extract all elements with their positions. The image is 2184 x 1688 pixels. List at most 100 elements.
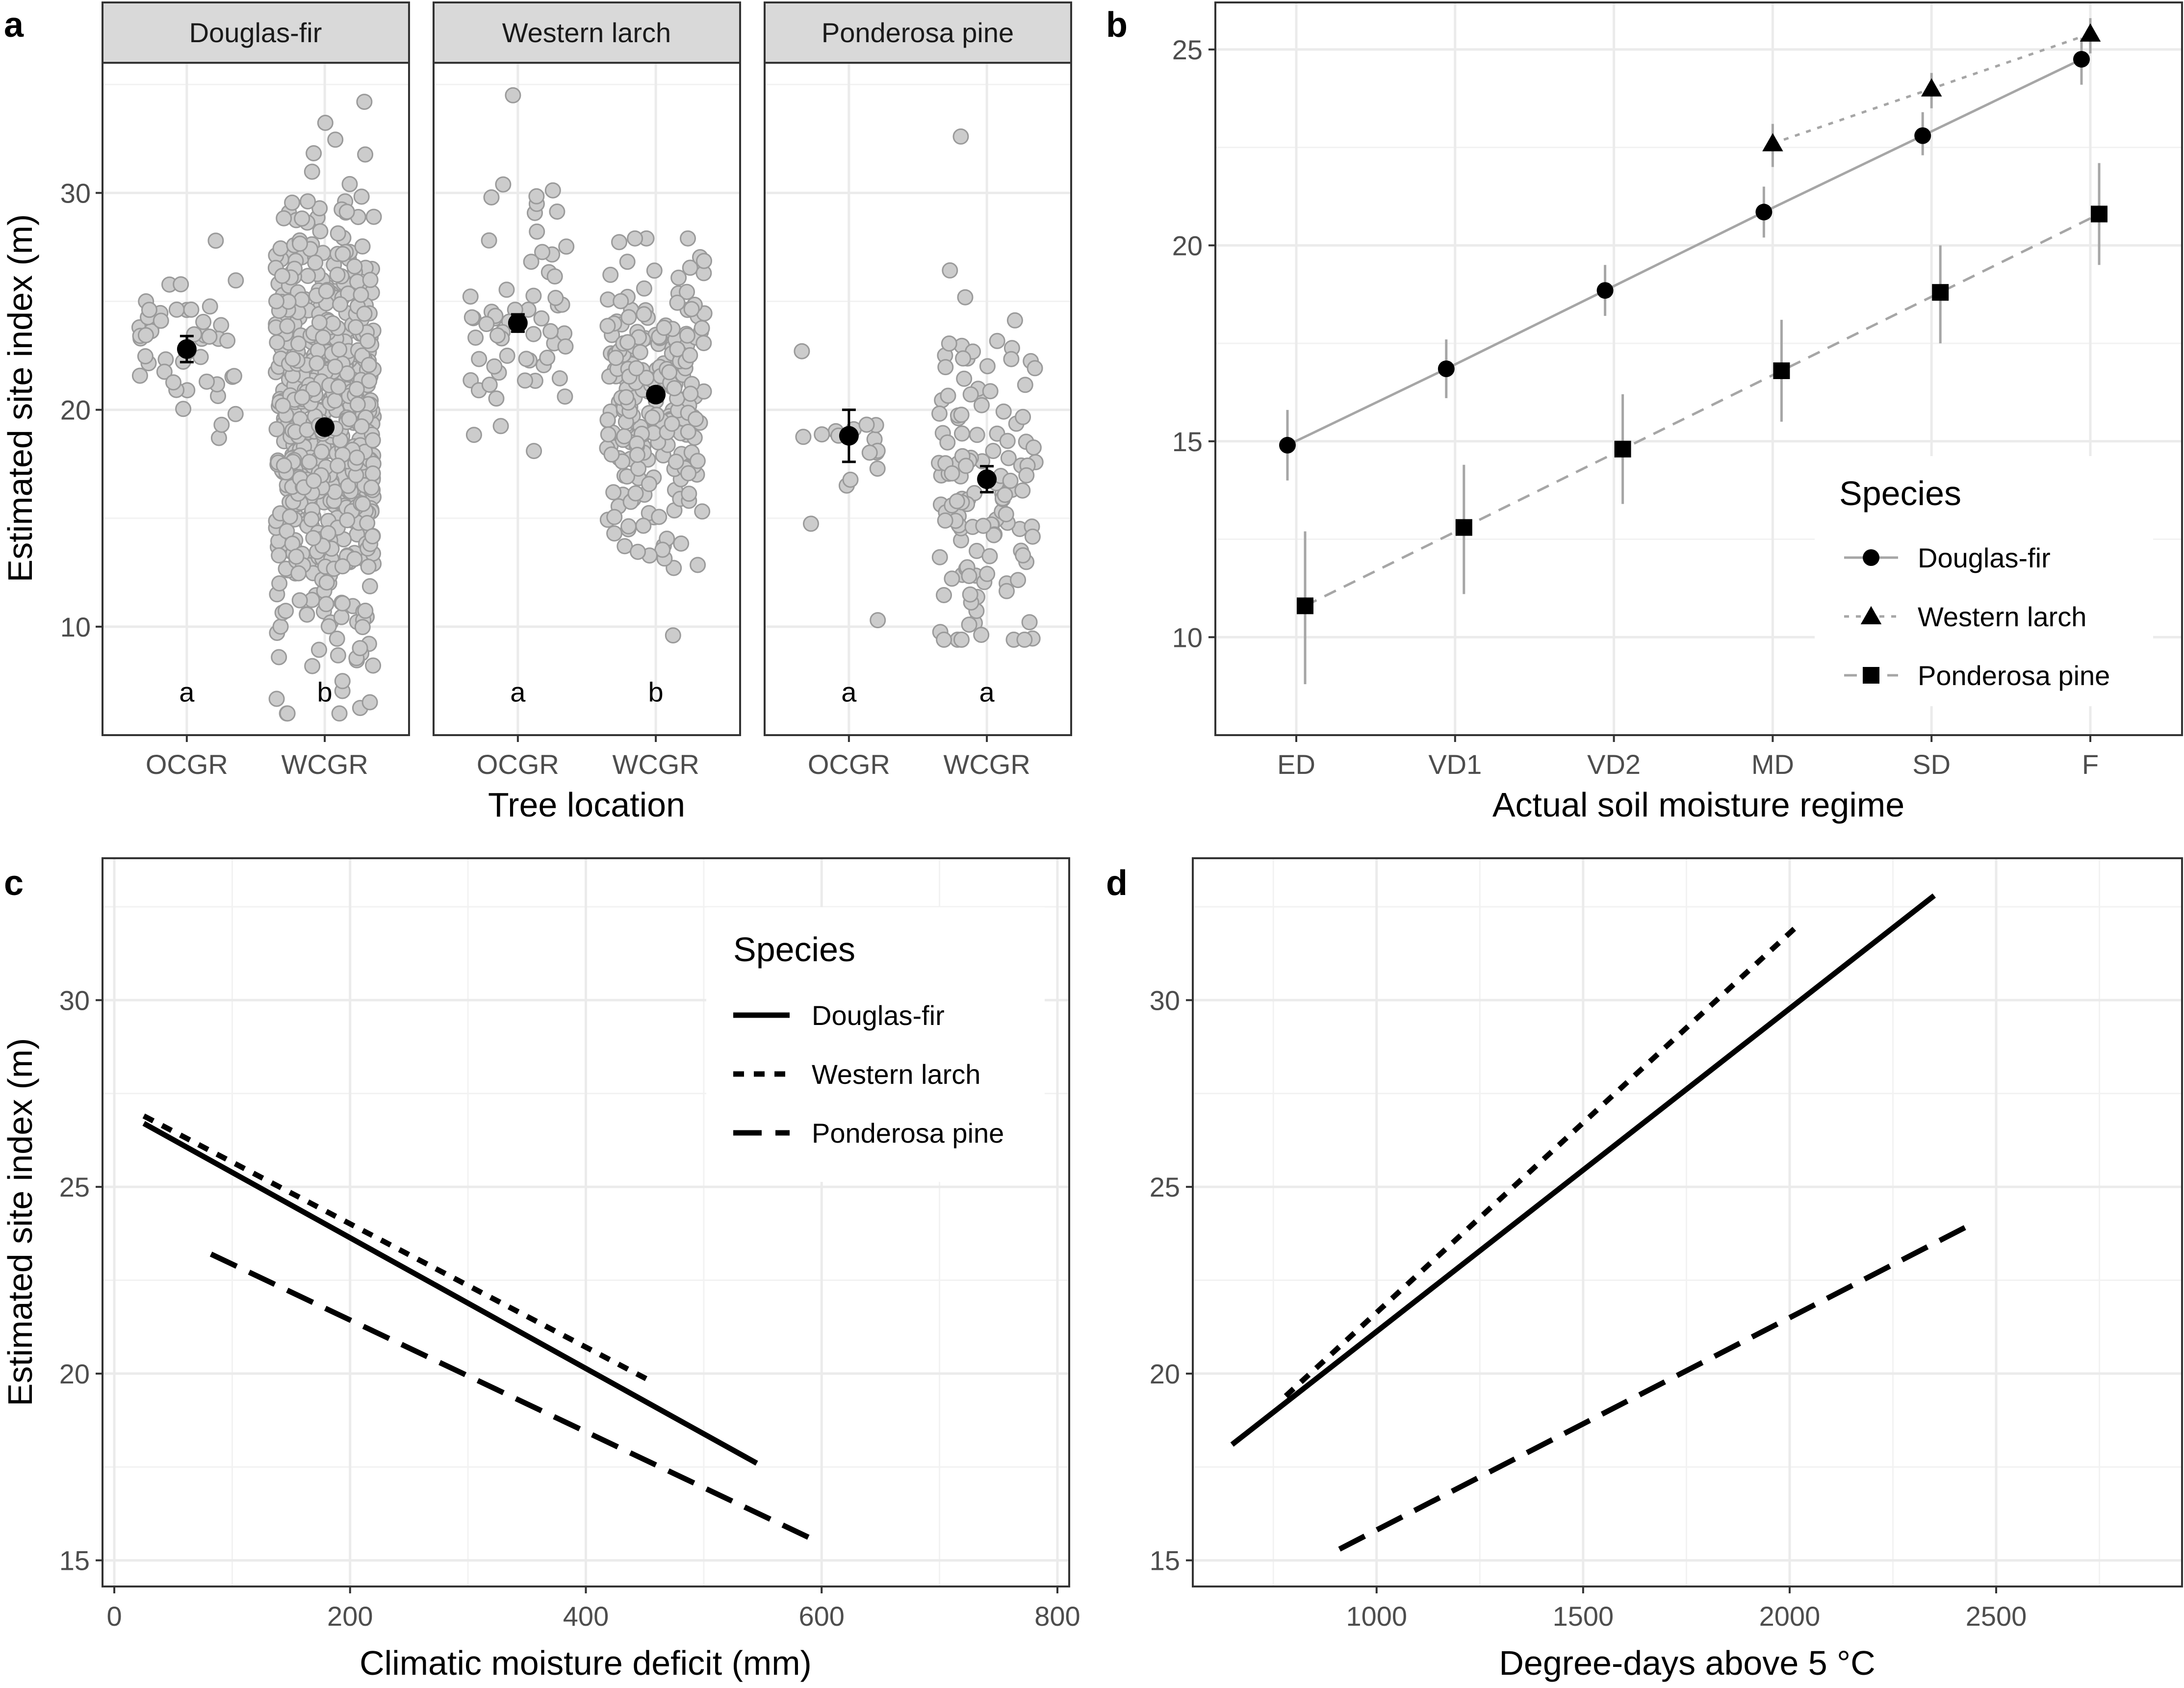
data-point (618, 389, 635, 406)
significance-letter-douglas-fir-ocgr: a (179, 677, 195, 708)
data-point (300, 268, 316, 284)
marker-douglas-fir (1279, 436, 1296, 454)
data-point (669, 294, 686, 311)
data-point (636, 306, 652, 323)
data-point (646, 262, 663, 279)
data-point (346, 258, 363, 275)
data-point (462, 288, 479, 305)
data-point (534, 244, 551, 260)
y-tick-label-25: 25 (1172, 34, 1203, 65)
marker-ponderosa-pine (1773, 362, 1790, 379)
data-point (682, 385, 699, 402)
data-point (814, 426, 830, 443)
x-tick-label-2500: 2500 (1966, 1601, 2027, 1632)
data-point (939, 434, 956, 451)
data-point (315, 329, 332, 346)
data-point (695, 335, 712, 352)
data-point (271, 547, 287, 563)
data-point (1021, 614, 1038, 631)
data-point (306, 473, 322, 489)
x-tick-label-f: F (2082, 749, 2099, 780)
data-point (973, 627, 990, 643)
data-point (794, 343, 810, 359)
series-line-western-larch (142, 1113, 652, 1384)
marker-ponderosa-pine (1297, 597, 1313, 614)
data-point (276, 457, 292, 474)
data-point (952, 128, 969, 145)
panel-a-axes: OCGR WCGR OCGR WCGR OCGR WCGR 10 20 30 (60, 178, 1030, 780)
data-point (803, 515, 819, 532)
panel-c-axes: 0 200 400 600 800 15 20 25 30 (59, 985, 1080, 1632)
series-line-douglas-fir (1286, 58, 2082, 447)
data-point (334, 558, 351, 575)
data-point (327, 392, 343, 409)
data-point (332, 296, 349, 312)
data-point (680, 424, 696, 440)
panel-b-series (1279, 18, 2107, 685)
data-point (303, 511, 320, 528)
data-point (137, 348, 154, 364)
data-point (364, 465, 381, 482)
data-point (632, 344, 648, 360)
series-line-western-larch (1284, 923, 1800, 1398)
x-tick-label-ocgr: OCGR (808, 749, 890, 780)
data-point (276, 210, 292, 227)
data-point (481, 232, 497, 249)
data-point (488, 390, 505, 407)
data-point (936, 587, 952, 603)
panel-c-border (102, 857, 1070, 1587)
panel-a-frames (102, 1, 1072, 736)
data-point (599, 318, 616, 334)
x-tick-label-800: 800 (1034, 1601, 1080, 1632)
data-point (478, 316, 495, 332)
data-point (599, 411, 616, 428)
panel-b-moisture-regime: 10 15 20 25 ED VD1 VD2 MD SD F Actual soil moistu… (1172, 1, 2183, 824)
data-point (680, 230, 696, 247)
data-point (999, 433, 1016, 449)
panel-c-legend-title: Species (733, 930, 855, 969)
x-tick-label-0: 0 (106, 1601, 122, 1632)
data-point (291, 592, 308, 609)
data-point (600, 426, 617, 443)
facet-border-ponderosa-pine (764, 62, 1072, 736)
panel-a-means (177, 313, 997, 494)
data-point (1000, 450, 1017, 466)
data-point (630, 460, 647, 477)
y-tick-label-15: 15 (1150, 1545, 1180, 1576)
significance-letter-ponderosa-pine-wcgr: a (979, 677, 995, 708)
panel-c-legend-bg (706, 907, 1045, 1182)
data-point (213, 416, 230, 433)
data-point (551, 370, 568, 386)
data-point (307, 255, 324, 271)
data-point (681, 486, 697, 502)
data-point (195, 313, 212, 330)
data-point (680, 465, 697, 482)
data-point (665, 627, 681, 644)
data-point (357, 146, 374, 163)
data-point (985, 443, 1002, 459)
data-point (499, 347, 515, 364)
panel-b-legend-keys (1844, 549, 1898, 684)
data-point (641, 476, 657, 492)
y-tick-label-30: 30 (1150, 985, 1180, 1016)
data-point (1024, 528, 1041, 545)
data-point (627, 485, 644, 502)
data-point (795, 429, 812, 445)
significance-letter-western-larch-wcgr: b (648, 677, 664, 708)
data-point (341, 176, 358, 192)
data-point (969, 427, 985, 443)
data-point (339, 365, 356, 382)
panel-a-y-title: Estimated site index (m) (1, 214, 39, 583)
data-point (955, 350, 972, 367)
data-point (989, 332, 1005, 349)
data-point (353, 188, 370, 205)
data-point (269, 334, 285, 351)
data-point (353, 286, 369, 303)
data-point (995, 403, 1012, 420)
data-point (547, 290, 564, 306)
data-point (944, 465, 960, 482)
data-point (173, 276, 189, 293)
data-point (525, 326, 542, 342)
data-point (465, 427, 482, 443)
